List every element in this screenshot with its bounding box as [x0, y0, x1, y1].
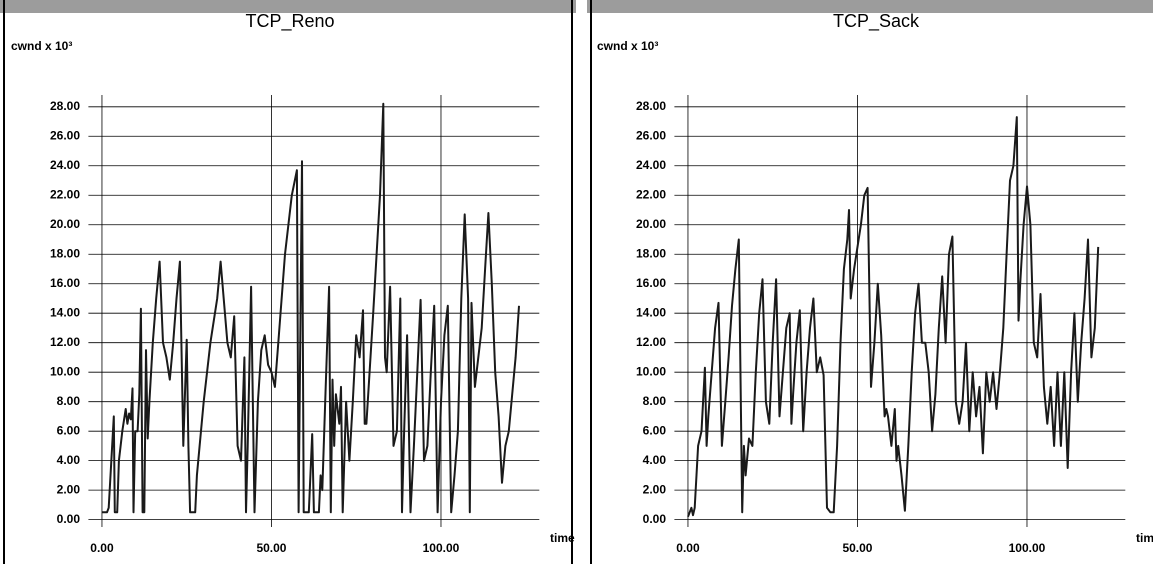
x-tick-label: 50.00 [842, 541, 872, 555]
y-tick-label: 26.00 [50, 128, 80, 142]
y-axis-label: cwnd x 10³ [11, 39, 72, 53]
y-tick-label: 22.00 [50, 187, 80, 201]
chart-title: TCP_Sack [833, 11, 920, 32]
y-tick-label: 26.00 [636, 128, 666, 142]
y-tick-label: 2.00 [57, 482, 81, 496]
y-tick-label: 10.00 [636, 364, 666, 378]
y-tick-label: 14.00 [636, 305, 666, 319]
y-tick-label: 16.00 [636, 276, 666, 290]
y-tick-label: 4.00 [57, 453, 81, 467]
y-tick-label: 8.00 [57, 394, 81, 408]
y-tick-label: 28.00 [50, 99, 80, 113]
y-tick-label: 0.00 [643, 512, 667, 526]
y-tick-label: 2.00 [643, 482, 667, 496]
y-tick-label: 12.00 [50, 335, 80, 349]
x-tick-label: 100.00 [1009, 541, 1046, 555]
data-line [102, 102, 520, 514]
y-tick-label: 6.00 [643, 423, 667, 437]
y-tick-label: 18.00 [50, 246, 80, 260]
y-tick-label: 0.00 [57, 512, 81, 526]
data-line [687, 116, 1100, 518]
y-tick-label: 6.00 [57, 423, 81, 437]
y-tick-label: 10.00 [50, 364, 80, 378]
y-tick-label: 20.00 [50, 217, 80, 231]
x-tick-label: 0.00 [90, 541, 114, 555]
x-tick-label: 50.00 [256, 541, 286, 555]
y-tick-label: 22.00 [636, 187, 666, 201]
x-tick-label: 100.00 [423, 541, 460, 555]
y-tick-label: 18.00 [636, 246, 666, 260]
y-tick-label: 14.00 [50, 305, 80, 319]
x-axis-label: time [1136, 531, 1153, 545]
y-tick-label: 12.00 [636, 335, 666, 349]
y-tick-label: 8.00 [643, 394, 667, 408]
y-tick-label: 4.00 [643, 453, 667, 467]
y-tick-label: 24.00 [636, 158, 666, 172]
y-tick-label: 20.00 [636, 217, 666, 231]
x-axis-label: time [550, 531, 575, 545]
chart-title: TCP_Reno [245, 11, 334, 32]
y-tick-label: 16.00 [50, 276, 80, 290]
y-axis-label: cwnd x 10³ [597, 39, 658, 53]
y-tick-label: 28.00 [636, 99, 666, 113]
y-tick-label: 24.00 [50, 158, 80, 172]
x-tick-label: 0.00 [676, 541, 700, 555]
